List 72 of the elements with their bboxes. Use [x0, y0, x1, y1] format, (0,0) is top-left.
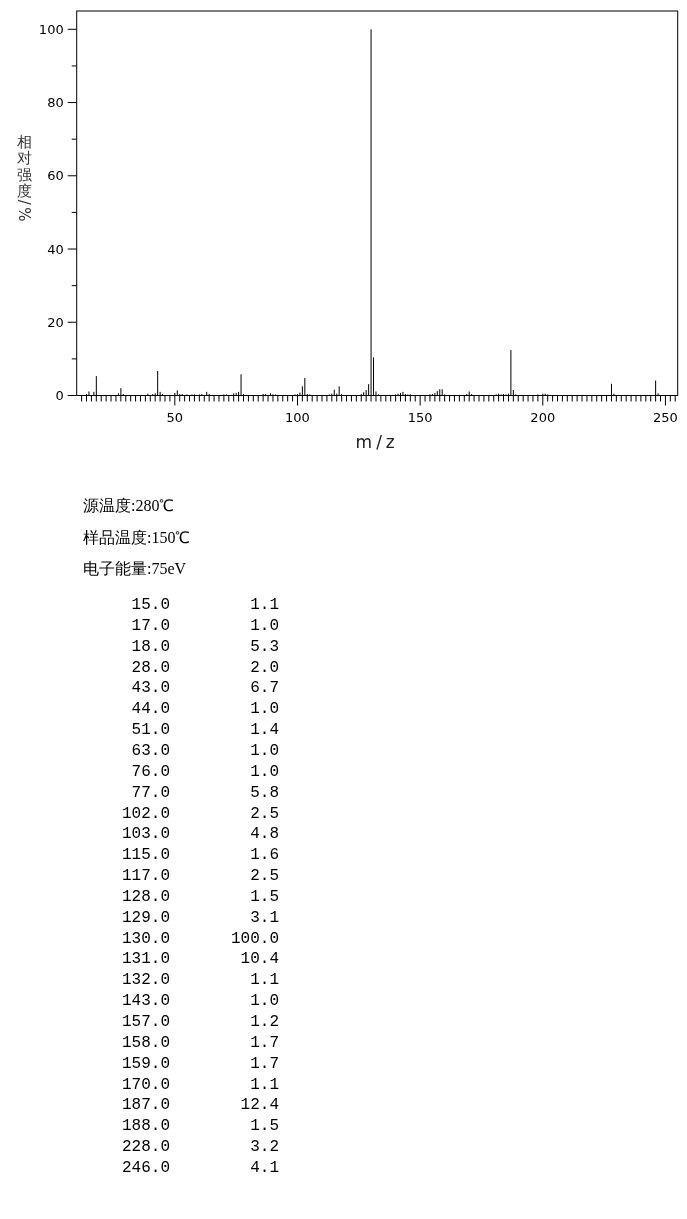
text: 1.5 — [250, 887, 279, 906]
text: 143.0 — [121, 992, 170, 1011]
y-tick-label: 40 — [47, 241, 64, 257]
text: 158.0 — [121, 1033, 170, 1052]
text: 76.0 — [131, 762, 170, 781]
text: 1.4 — [250, 721, 279, 740]
text: 51.0 — [131, 721, 170, 740]
x-tick-label: 200 — [530, 410, 556, 425]
text: 1.1 — [250, 971, 279, 990]
x-tick-label: 100 — [285, 410, 310, 425]
text: 115.0 — [121, 846, 170, 865]
text: 102.0 — [121, 804, 170, 823]
text: 128.0 — [121, 887, 170, 906]
text: 6.7 — [250, 679, 279, 698]
text: 4.1 — [250, 1158, 279, 1177]
text: 1.0 — [250, 992, 279, 1011]
text: 100.0 — [230, 929, 279, 948]
text: 131.0 — [121, 950, 170, 969]
text: 159.0 — [121, 1054, 170, 1073]
text: 1.7 — [250, 1054, 279, 1073]
y-tick-label: 60 — [47, 168, 64, 184]
text: 1.6 — [250, 846, 279, 865]
text: 5.3 — [250, 637, 279, 656]
text: 2.5 — [250, 867, 279, 886]
text: 12.4 — [240, 1096, 279, 1115]
text: 1.7 — [250, 1033, 279, 1052]
text: 44.0 — [131, 700, 170, 719]
y-tick-label: 0 — [55, 388, 64, 403]
text: 170.0 — [121, 1075, 170, 1094]
text: 129.0 — [121, 908, 170, 927]
text: 1.0 — [250, 616, 279, 635]
text: 1.5 — [250, 1117, 279, 1136]
text: 4.8 — [250, 825, 279, 844]
text: 15.0 — [131, 596, 170, 614]
text: 电子能量:75eV — [83, 560, 187, 578]
text: 1.1 — [250, 1075, 279, 1094]
y-tick-label: 80 — [47, 95, 64, 111]
text: 187.0 — [121, 1096, 170, 1115]
y-axis-title: 相对强度/% — [14, 133, 33, 222]
text: 77.0 — [131, 783, 170, 802]
x-tick-label: 150 — [407, 410, 433, 425]
text: 28.0 — [131, 658, 170, 677]
text: 246.0 — [121, 1158, 170, 1177]
text: 10.4 — [240, 950, 279, 969]
text: 18.0 — [131, 637, 170, 656]
text: 3.1 — [250, 908, 279, 927]
x-axis-title: m/z — [355, 432, 399, 452]
text: 132.0 — [121, 971, 170, 990]
text: 130.0 — [121, 929, 170, 948]
text: 1.0 — [250, 700, 279, 719]
text: 63.0 — [131, 741, 170, 760]
text: 2.0 — [250, 658, 279, 677]
x-tick-label: 250 — [653, 410, 678, 425]
text: 1.0 — [250, 741, 279, 760]
y-tick-label: 20 — [47, 314, 64, 330]
text: 1.1 — [250, 596, 279, 614]
text: 1.2 — [250, 1013, 279, 1031]
text: 117.0 — [121, 867, 170, 886]
text: 228.0 — [121, 1138, 170, 1157]
text: 43.0 — [131, 679, 170, 698]
text: 188.0 — [121, 1117, 170, 1136]
text: 17.0 — [131, 616, 170, 635]
y-tick-label: 100 — [38, 21, 64, 37]
text: 3.2 — [250, 1138, 279, 1157]
text: 1.0 — [250, 762, 279, 781]
text: 2.5 — [250, 804, 279, 823]
text: 样品温度:150℃ — [83, 528, 191, 546]
text: 5.8 — [250, 783, 279, 802]
text: 源温度:280℃ — [83, 497, 175, 514]
x-tick-label: 50 — [166, 410, 184, 425]
text: 103.0 — [121, 825, 170, 844]
text: 157.0 — [121, 1013, 170, 1031]
